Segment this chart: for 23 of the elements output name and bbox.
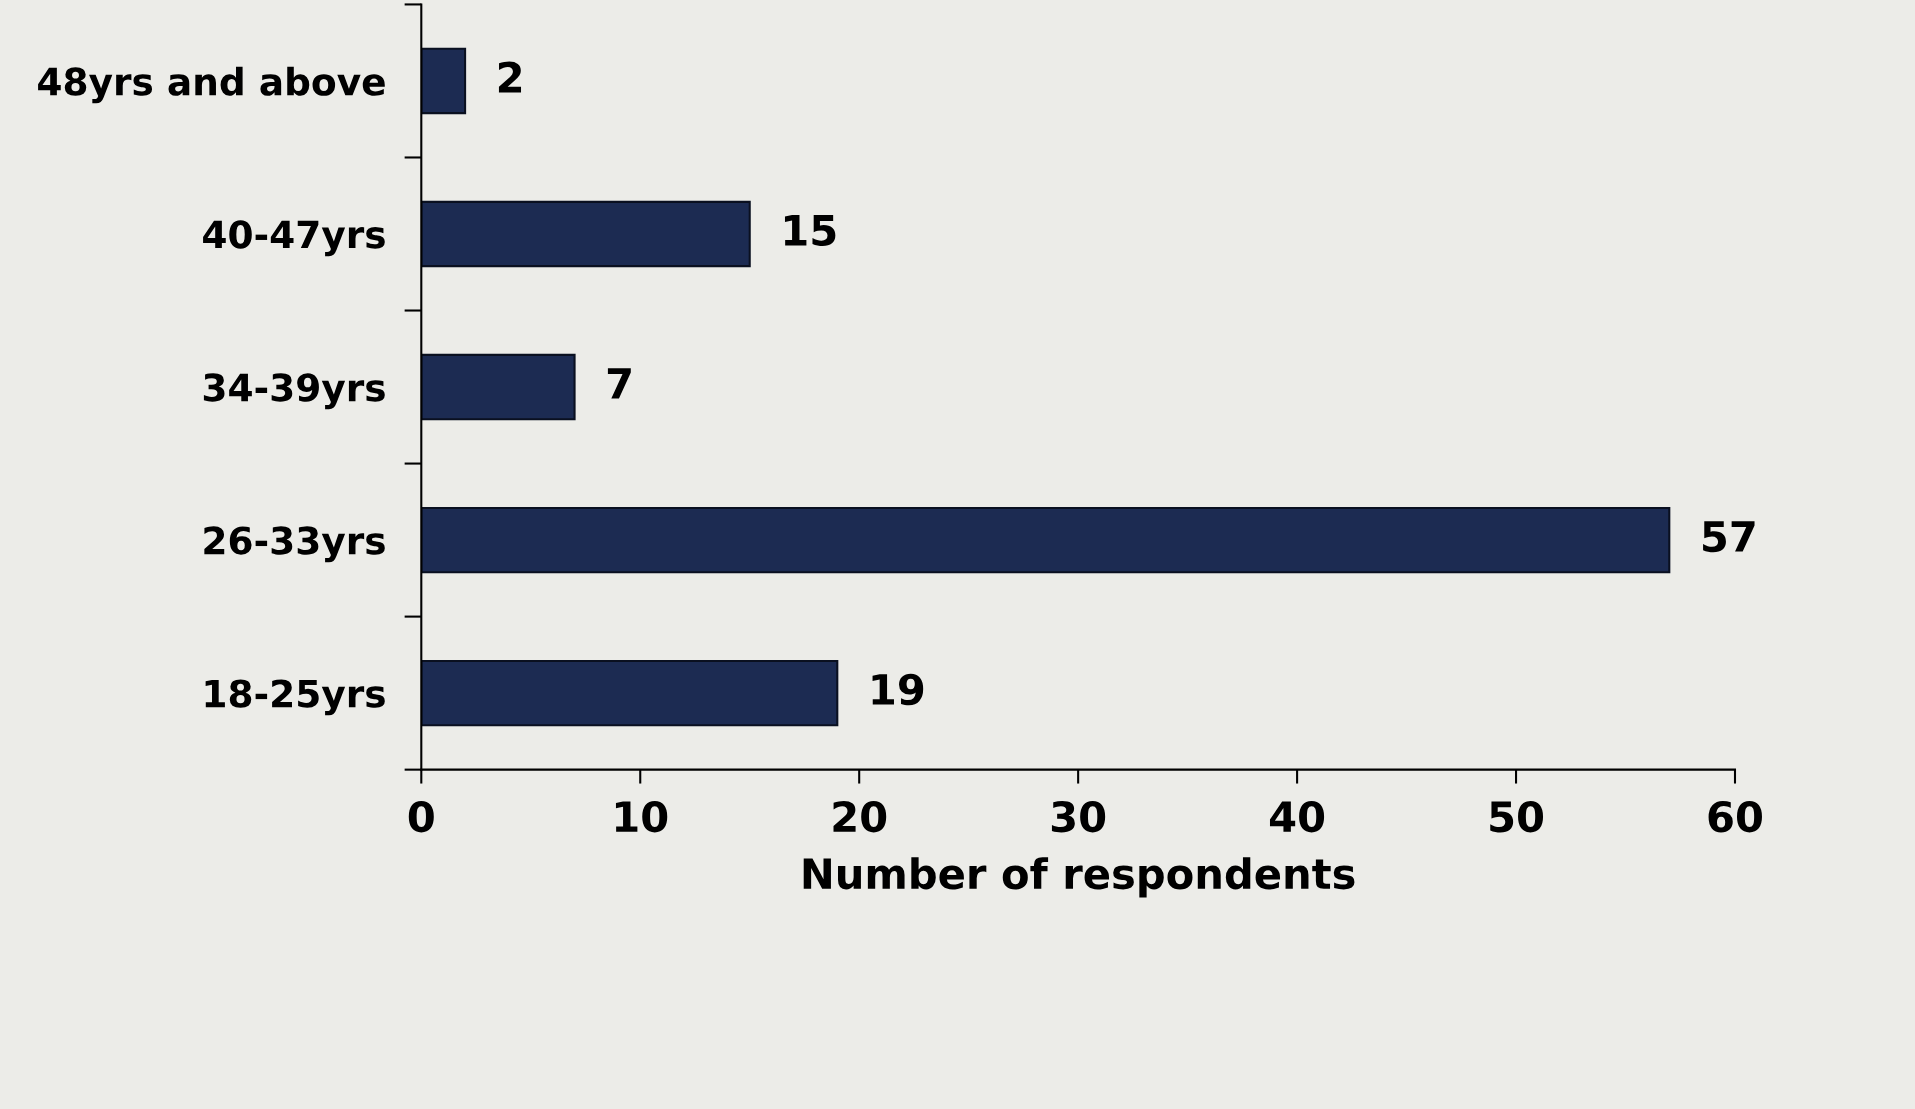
bar: [421, 200, 751, 268]
x-tick-label: 60: [1708, 800, 1762, 833]
x-tick-label: 20: [833, 800, 887, 833]
x-tick-label: 30: [1051, 800, 1106, 833]
data-label: 57: [1703, 521, 1755, 553]
bar: [421, 659, 839, 727]
y-tick-label: 40-47yrs: [203, 220, 385, 257]
x-tick-label: 10: [615, 800, 668, 833]
bar: [421, 353, 576, 421]
y-tick-label: 34-39yrs: [203, 373, 385, 410]
y-tick-label: 48yrs and above: [38, 66, 385, 104]
x-axis-title: Number of respondents: [803, 857, 1355, 898]
x-tick-label: 50: [1490, 800, 1544, 833]
data-label: 15: [784, 215, 836, 247]
x-tick-label: 0: [408, 800, 434, 833]
y-tick-label: 18-25yrs: [205, 679, 385, 716]
data-label: 19: [872, 673, 924, 706]
bar: [421, 506, 1671, 574]
data-label: 2: [498, 61, 522, 93]
data-label: 7: [607, 368, 631, 399]
x-tick-label: 40: [1269, 800, 1325, 833]
bar: [421, 47, 467, 115]
y-tick-label: 26-33yrs: [204, 526, 385, 563]
